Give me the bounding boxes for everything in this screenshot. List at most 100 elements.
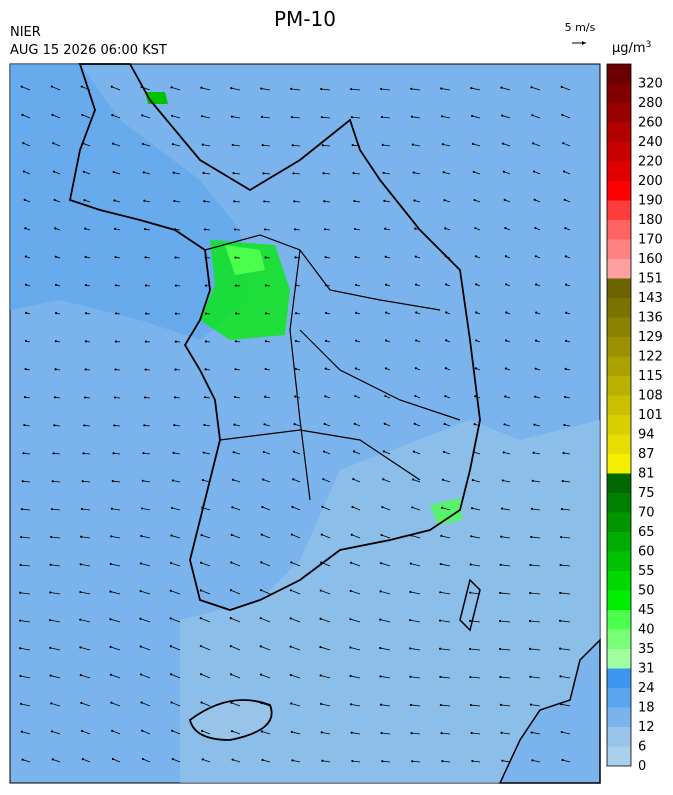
wind-arrow-head (82, 170, 85, 173)
wind-arrow (500, 620, 511, 623)
colorbar-label: 190 (638, 194, 663, 209)
wind-arrow (82, 758, 91, 763)
wind-arrow (232, 759, 241, 763)
wind-arrow-head (291, 759, 294, 762)
wind-arrow-head (441, 506, 444, 509)
wind-arrow (470, 648, 481, 651)
wind-arrow-head (561, 113, 564, 117)
wind-arrow (320, 675, 331, 679)
wind-arrow-head (290, 533, 293, 536)
wind-arrow (261, 731, 271, 735)
wind-arrow-head (350, 533, 353, 536)
wind-arrow (201, 730, 211, 735)
wind-arrow-head (264, 284, 268, 287)
wind-arrow (110, 591, 121, 595)
wind-arrow (111, 702, 121, 707)
wind-arrow-head (21, 113, 24, 116)
wind-arrow-head (350, 561, 353, 564)
wind-arrow-head (139, 562, 142, 565)
wind-arrow-head (262, 450, 265, 454)
wind-arrow-head (170, 86, 173, 89)
wind-arrow-head (289, 589, 292, 592)
wind-arrow-head (142, 452, 145, 455)
colorbar-segment (607, 356, 631, 376)
wind-arrow (82, 114, 91, 119)
wind-arrow-head (441, 760, 444, 763)
wind-arrow (172, 730, 181, 735)
wind-arrow-head (325, 311, 328, 315)
wind-arrow (500, 592, 511, 595)
wind-arrow-head (21, 758, 24, 761)
wind-arrow (262, 479, 271, 483)
wind-arrow-head (262, 478, 265, 481)
wind-arrow-head (143, 396, 147, 399)
wind-arrow-head (234, 312, 238, 315)
wind-arrow-head (173, 228, 177, 231)
wind-arrow-head (383, 422, 386, 425)
wind-arrow (231, 702, 241, 707)
unit-base: μg/m (612, 41, 646, 56)
colorbar: 3202802602402202001901801701601511431361… (606, 63, 663, 774)
wind-arrow (412, 479, 421, 483)
wind-arrow-head (500, 507, 504, 510)
wind-arrow (261, 702, 271, 707)
wind-arrow (22, 480, 31, 483)
wind-arrow-head (174, 284, 178, 287)
wind-arrow-head (54, 255, 57, 258)
wind-arrow-head (379, 646, 382, 650)
colorbar-label: 115 (638, 369, 663, 384)
wind-arrow-head (469, 563, 472, 566)
wind-arrow-head (50, 730, 54, 733)
wind-arrow-head (263, 200, 266, 203)
wind-arrow-head (532, 142, 535, 145)
wind-arrow (321, 116, 331, 119)
wind-arrow-head (321, 144, 324, 147)
wind-arrow-head (561, 758, 564, 762)
wind-arrow (292, 759, 301, 763)
wind-arrow (50, 564, 61, 567)
wind-arrow-head (412, 478, 415, 481)
wind-arrow-head (528, 619, 532, 623)
wind-arrow-head (143, 199, 146, 202)
wind-arrow (502, 143, 511, 147)
wind-arrow-head (324, 367, 327, 370)
wind-arrow-head (324, 256, 327, 259)
japan-coast (498, 638, 601, 784)
wind-arrow-head (113, 424, 116, 427)
province-border (204, 234, 461, 501)
wind-arrow (142, 115, 151, 119)
wind-arrow (501, 732, 511, 735)
wind-arrow (171, 702, 181, 707)
wind-arrow-head (174, 340, 178, 343)
unit-sup: 3 (646, 40, 652, 50)
wind-arrow-head (114, 368, 117, 371)
wind-arrow (22, 759, 31, 763)
colorbar-label: 35 (638, 642, 655, 657)
wind-arrow (502, 115, 511, 119)
colorbar-segment (607, 590, 631, 610)
wind-arrow-head (445, 283, 448, 286)
wind-arrow-head (529, 703, 533, 706)
wind-arrow-head (290, 115, 294, 119)
colorbar-label: 320 (638, 77, 663, 92)
wind-arrow-head (499, 703, 503, 706)
wind-arrow-head (561, 479, 564, 483)
wind-arrow (351, 534, 361, 539)
wind-arrow-head (384, 255, 387, 258)
colorbar-label: 160 (638, 252, 663, 267)
wind-arrow-head (471, 114, 474, 118)
wind-arrow (531, 536, 541, 539)
wind-arrow-head (54, 340, 58, 343)
wind-arrow (231, 534, 241, 539)
wind-arrow (350, 562, 361, 567)
wind-arrow (80, 646, 91, 651)
wind-arrow-head (562, 170, 566, 173)
wind-arrow-head (202, 171, 205, 175)
wind-arrow-head (260, 533, 263, 536)
wind-arrow (260, 589, 271, 595)
wind-arrow (563, 142, 571, 147)
colorbar-label: 122 (638, 350, 663, 365)
wind-arrow-head (355, 311, 358, 314)
colorbar-segment (607, 259, 631, 279)
wind-arrow (291, 703, 301, 707)
